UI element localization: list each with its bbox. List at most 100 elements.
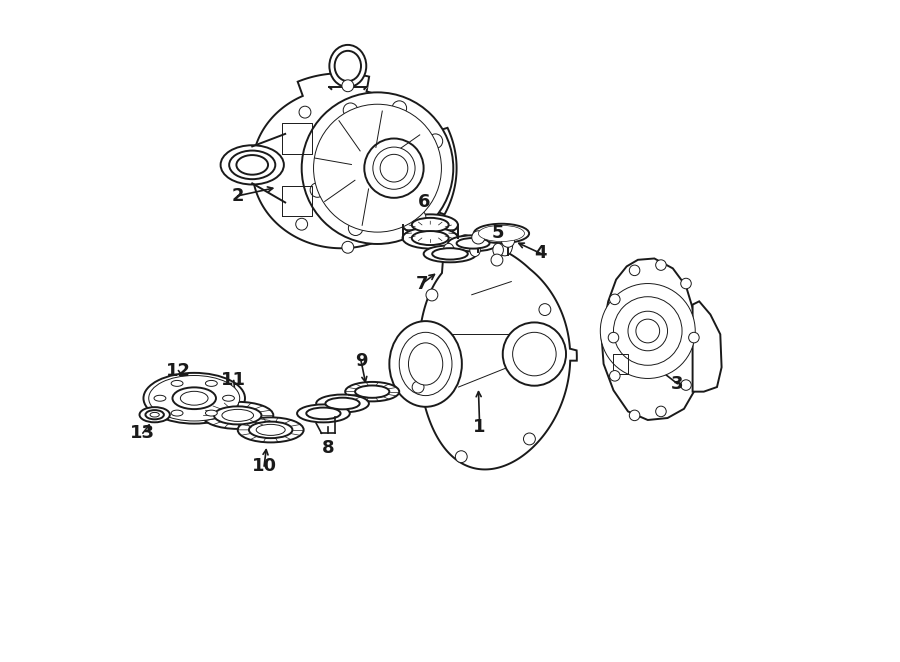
Ellipse shape: [432, 248, 468, 260]
Polygon shape: [601, 258, 699, 420]
Ellipse shape: [483, 227, 520, 240]
Ellipse shape: [146, 410, 164, 419]
Ellipse shape: [412, 218, 449, 232]
Ellipse shape: [688, 332, 699, 343]
Ellipse shape: [428, 134, 443, 148]
Ellipse shape: [342, 242, 354, 253]
Ellipse shape: [143, 373, 245, 424]
Ellipse shape: [306, 408, 340, 419]
Text: 11: 11: [221, 371, 247, 389]
Ellipse shape: [656, 406, 666, 416]
Text: 8: 8: [321, 440, 335, 457]
Ellipse shape: [148, 375, 239, 421]
Ellipse shape: [392, 101, 407, 115]
Ellipse shape: [346, 382, 400, 401]
Text: 3: 3: [671, 375, 684, 393]
Ellipse shape: [249, 422, 292, 438]
Ellipse shape: [524, 433, 536, 445]
Ellipse shape: [513, 332, 556, 376]
Ellipse shape: [238, 417, 303, 442]
Ellipse shape: [472, 231, 485, 244]
Ellipse shape: [313, 104, 441, 232]
Ellipse shape: [402, 214, 458, 236]
Ellipse shape: [470, 244, 481, 256]
Ellipse shape: [680, 278, 691, 289]
Text: 1: 1: [473, 418, 486, 436]
Ellipse shape: [237, 155, 268, 175]
Ellipse shape: [326, 398, 360, 409]
Ellipse shape: [473, 224, 529, 243]
Ellipse shape: [600, 283, 695, 379]
Ellipse shape: [424, 246, 476, 262]
Ellipse shape: [491, 254, 503, 266]
Ellipse shape: [173, 387, 216, 409]
Ellipse shape: [608, 332, 619, 343]
Ellipse shape: [680, 380, 691, 391]
Ellipse shape: [205, 381, 217, 387]
Text: 10: 10: [252, 457, 276, 475]
Ellipse shape: [457, 235, 473, 256]
Text: 13: 13: [130, 424, 156, 442]
Ellipse shape: [222, 395, 234, 401]
Ellipse shape: [493, 244, 503, 256]
Ellipse shape: [497, 235, 513, 256]
Ellipse shape: [609, 294, 620, 305]
Ellipse shape: [609, 371, 620, 381]
Text: 7: 7: [416, 275, 428, 293]
Ellipse shape: [656, 260, 666, 270]
Text: 5: 5: [491, 224, 504, 242]
Ellipse shape: [214, 406, 262, 424]
Ellipse shape: [539, 304, 551, 316]
Ellipse shape: [390, 321, 462, 407]
Ellipse shape: [444, 244, 454, 256]
Ellipse shape: [316, 395, 369, 412]
Ellipse shape: [171, 410, 183, 416]
Ellipse shape: [329, 45, 366, 87]
Ellipse shape: [220, 145, 284, 185]
Ellipse shape: [400, 332, 452, 396]
Ellipse shape: [412, 381, 424, 393]
Text: 6: 6: [418, 193, 430, 211]
Ellipse shape: [614, 297, 682, 365]
Ellipse shape: [448, 235, 498, 252]
Ellipse shape: [154, 395, 166, 401]
Ellipse shape: [302, 93, 454, 244]
Ellipse shape: [380, 154, 408, 182]
Ellipse shape: [296, 218, 308, 230]
Ellipse shape: [426, 289, 437, 301]
Ellipse shape: [636, 319, 660, 343]
Ellipse shape: [256, 424, 285, 436]
Ellipse shape: [299, 106, 310, 118]
Ellipse shape: [342, 80, 354, 92]
Ellipse shape: [629, 265, 640, 275]
Ellipse shape: [180, 391, 208, 405]
Ellipse shape: [628, 311, 668, 351]
Ellipse shape: [140, 407, 170, 422]
Ellipse shape: [202, 402, 274, 429]
Ellipse shape: [222, 409, 254, 422]
Text: 9: 9: [355, 352, 367, 369]
Ellipse shape: [348, 221, 363, 236]
Ellipse shape: [478, 225, 525, 242]
Ellipse shape: [297, 404, 350, 422]
Ellipse shape: [171, 381, 183, 387]
Ellipse shape: [402, 228, 458, 248]
Ellipse shape: [356, 385, 390, 398]
Polygon shape: [418, 244, 577, 469]
Ellipse shape: [455, 451, 467, 463]
Ellipse shape: [150, 412, 159, 417]
Ellipse shape: [456, 238, 490, 249]
Ellipse shape: [629, 410, 640, 420]
Ellipse shape: [411, 210, 426, 224]
Polygon shape: [693, 301, 722, 392]
Ellipse shape: [412, 231, 449, 245]
Ellipse shape: [503, 322, 566, 386]
Ellipse shape: [230, 150, 275, 179]
Ellipse shape: [373, 147, 415, 189]
Ellipse shape: [310, 183, 325, 197]
Ellipse shape: [343, 103, 357, 117]
Text: 2: 2: [231, 187, 244, 205]
Ellipse shape: [364, 138, 424, 198]
Polygon shape: [252, 73, 456, 248]
Text: 12: 12: [166, 361, 191, 379]
